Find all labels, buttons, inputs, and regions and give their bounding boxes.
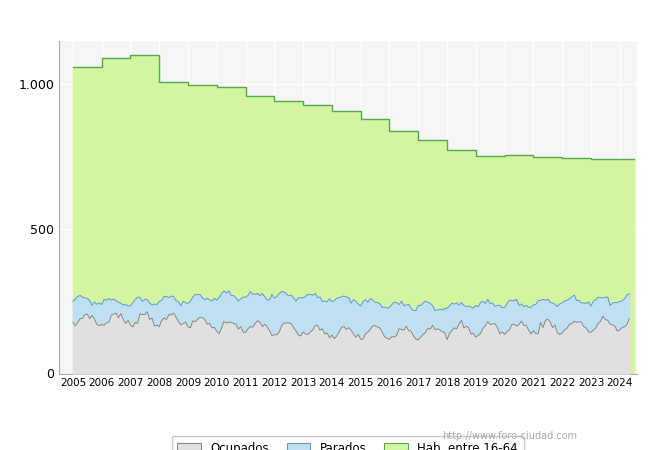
Text: Muíños  -  Evolucion de la poblacion en edad de Trabajar Mayo de 2024: Muíños - Evolucion de la poblacion en ed…: [77, 13, 573, 27]
Legend: Ocupados, Parados, Hab. entre 16-64: Ocupados, Parados, Hab. entre 16-64: [172, 436, 524, 450]
Text: http://www.foro-ciudad.com: http://www.foro-ciudad.com: [442, 431, 577, 441]
